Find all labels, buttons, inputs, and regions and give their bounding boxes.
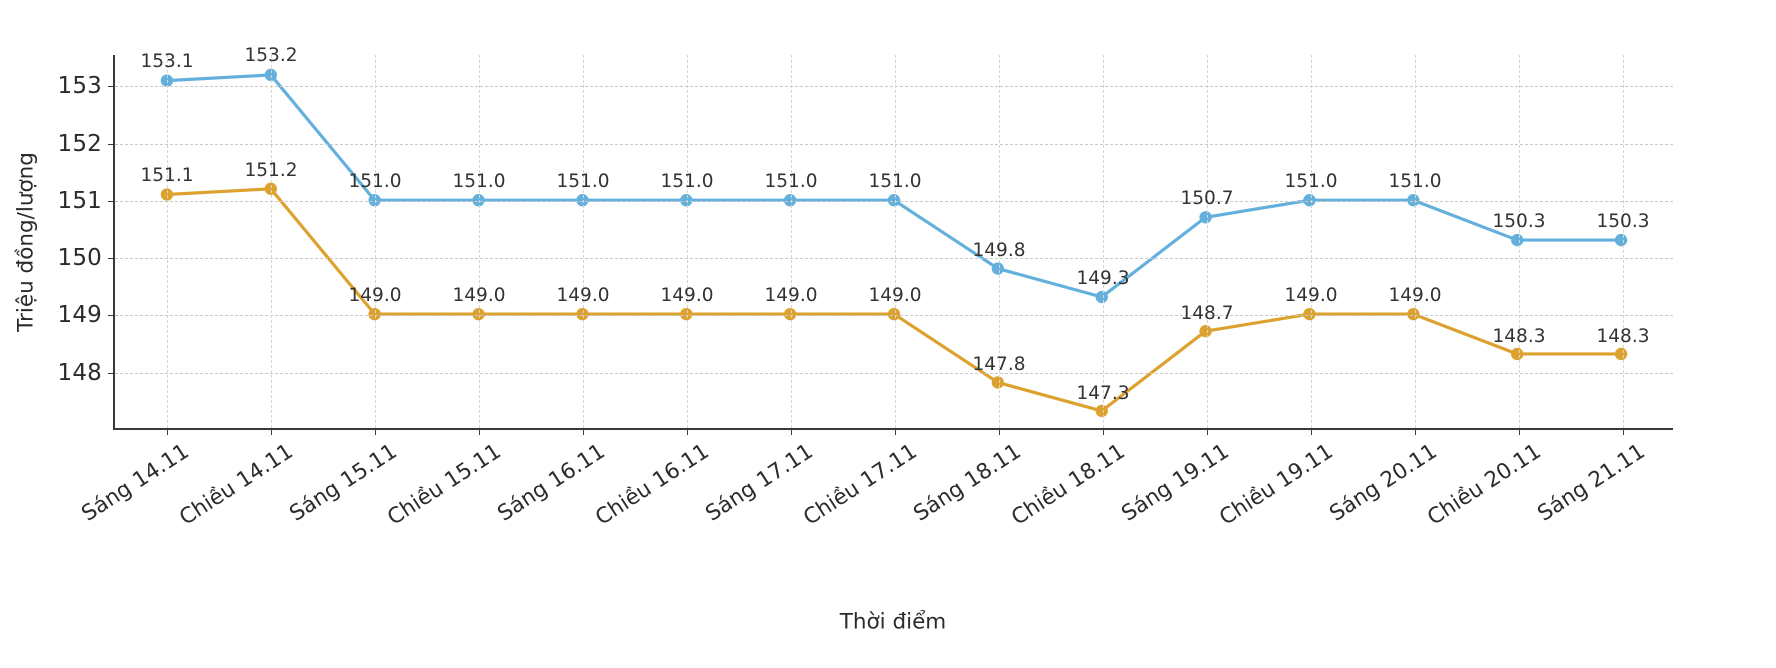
y-tick-label: 152 [57, 130, 102, 157]
x-tick-mark [1415, 428, 1416, 435]
x-tick-mark [1103, 428, 1104, 435]
x-tick-label: Sáng 14.11 [77, 439, 194, 527]
x-tick-mark [167, 428, 168, 435]
data-point[interactable] [1407, 307, 1420, 321]
x-tick-label: Sáng 15.11 [285, 439, 402, 527]
data-point[interactable] [264, 68, 277, 82]
x-tick-mark [479, 428, 480, 435]
data-point[interactable] [1199, 325, 1212, 338]
data-point[interactable] [160, 74, 174, 87]
data-point[interactable] [887, 194, 901, 207]
x-tick-mark [999, 428, 1000, 435]
data-point[interactable] [887, 307, 901, 321]
x-tick-label: Chiều 16.11 [591, 439, 714, 531]
x-tick-label: Sáng 18.11 [909, 439, 1026, 527]
data-point[interactable] [1511, 347, 1524, 361]
x-tick-mark [583, 428, 584, 435]
data-point[interactable] [1614, 233, 1628, 247]
x-tick-mark [687, 428, 688, 435]
x-tick-label: Chiều 18.11 [1007, 439, 1130, 531]
data-point[interactable] [783, 194, 797, 207]
data-point[interactable] [680, 194, 693, 207]
data-point[interactable] [264, 182, 277, 195]
data-point[interactable] [160, 188, 174, 201]
y-tick-mark [108, 200, 115, 202]
y-tick-label: 153 [57, 73, 102, 100]
x-tick-label: Chiều 20.11 [1423, 439, 1546, 531]
x-tick-label: Sáng 17.11 [701, 439, 818, 527]
data-point[interactable] [472, 307, 485, 321]
x-tick-label: Chiều 15.11 [383, 439, 506, 531]
x-tick-label: Chiều 17.11 [799, 439, 922, 531]
x-tick-label: Sáng 16.11 [493, 439, 610, 527]
data-point[interactable] [1199, 211, 1212, 224]
series-line [165, 187, 1623, 413]
y-tick-mark [108, 86, 115, 88]
data-point[interactable] [576, 194, 589, 207]
y-tick-label: 150 [57, 245, 102, 272]
series-line [165, 73, 1623, 299]
data-point[interactable] [1303, 307, 1316, 321]
x-tick-label: Sáng 20.11 [1325, 439, 1442, 527]
x-tick-label: Chiều 14.11 [175, 439, 298, 531]
x-tick-mark [895, 428, 896, 435]
y-tick-label: 149 [57, 302, 102, 329]
data-point[interactable] [1303, 194, 1316, 207]
x-tick-mark [1311, 428, 1312, 435]
data-point[interactable] [368, 307, 381, 321]
data-point[interactable] [991, 262, 1005, 275]
y-tick-mark [108, 143, 115, 145]
data-point[interactable] [1407, 194, 1420, 207]
y-tick-mark [108, 258, 115, 260]
data-point[interactable] [1511, 233, 1524, 247]
x-axis-title: Thời điểm [839, 609, 947, 635]
x-tick-mark [1519, 428, 1520, 435]
x-tick-label: Sáng 19.11 [1117, 439, 1234, 527]
data-point[interactable] [783, 307, 797, 321]
x-tick-label: Chiều 19.11 [1215, 439, 1338, 531]
x-tick-mark [1207, 428, 1208, 435]
y-tick-mark [108, 372, 115, 374]
data-point[interactable] [1095, 290, 1108, 304]
x-tick-mark [791, 428, 792, 435]
y-tick-mark [108, 315, 115, 317]
data-point[interactable] [368, 194, 381, 207]
data-point[interactable] [1095, 404, 1108, 418]
series-layer [160, 68, 1628, 418]
y-tick-label: 151 [57, 187, 102, 214]
plot-area: 148 149 150 151 152 153 Sáng 14.11 Chiều 14.11 S… [58, 45, 1673, 531]
data-point[interactable] [680, 307, 693, 321]
y-axis-title: Triệu đồng/lượng [13, 152, 39, 332]
data-point[interactable] [576, 307, 589, 321]
x-tick-mark [1623, 428, 1624, 435]
data-point[interactable] [472, 194, 485, 207]
x-tick-mark [375, 428, 376, 435]
x-tick-mark [271, 428, 272, 435]
x-tick-label: Sáng 21.11 [1533, 439, 1650, 527]
data-point[interactable] [1614, 347, 1628, 361]
data-point[interactable] [991, 376, 1005, 389]
y-tick-label: 148 [57, 359, 102, 386]
